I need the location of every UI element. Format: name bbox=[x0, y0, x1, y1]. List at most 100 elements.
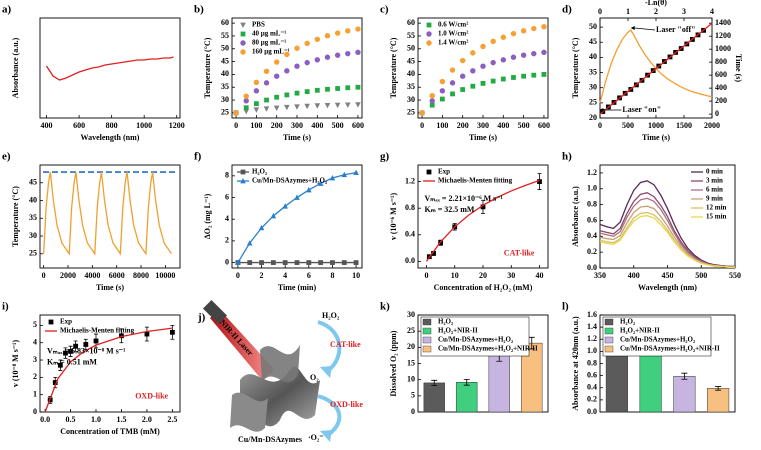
series-line bbox=[44, 327, 173, 413]
y-tick-label: 35 bbox=[407, 82, 415, 91]
marker bbox=[426, 169, 432, 175]
marker bbox=[460, 87, 466, 92]
marker bbox=[294, 90, 300, 96]
marker bbox=[240, 22, 246, 28]
marker bbox=[273, 59, 280, 65]
marker bbox=[144, 331, 150, 337]
marker bbox=[511, 75, 516, 80]
legend-label: 6 min bbox=[706, 186, 723, 194]
y-tick-label: 2 bbox=[33, 372, 37, 381]
marker bbox=[470, 83, 476, 89]
x-tick-label: 1500 bbox=[676, 121, 692, 130]
x-tick-label: 10000 bbox=[155, 271, 175, 280]
marker bbox=[355, 49, 361, 56]
legend-swatch bbox=[422, 327, 432, 335]
y-tick-label: 5 bbox=[411, 391, 415, 400]
x-tick-label: 2000 bbox=[704, 121, 720, 130]
x-tick-label: 6 bbox=[307, 271, 311, 280]
marker bbox=[431, 250, 436, 256]
marker bbox=[334, 52, 341, 58]
marker bbox=[273, 105, 280, 111]
nanosheet bbox=[230, 392, 268, 432]
legend-label: 40 μg mL⁻¹ bbox=[252, 30, 286, 38]
annotation: Laser "off" bbox=[656, 25, 696, 34]
x-tick-label: 1000 bbox=[136, 121, 152, 130]
x-tick-label: 300 bbox=[477, 121, 489, 130]
legend-label: 0.6 W/cm² bbox=[438, 21, 468, 29]
marker bbox=[282, 260, 288, 265]
x-tick-label: 1.0 bbox=[91, 415, 101, 424]
x-tick-label: 10 bbox=[451, 271, 459, 280]
y-tick-label: 8 bbox=[225, 171, 229, 180]
y-tick-label: 40 bbox=[407, 69, 415, 78]
y-tick-label: 60 bbox=[221, 18, 229, 27]
x-tick-label: 2000 bbox=[60, 271, 76, 280]
legend-label: 15 min bbox=[706, 213, 727, 221]
error-bar bbox=[431, 379, 438, 386]
marker bbox=[480, 204, 486, 210]
marker bbox=[330, 260, 335, 265]
marker bbox=[306, 186, 312, 193]
marker bbox=[282, 203, 288, 209]
y2-tick-label: 1400 bbox=[715, 18, 731, 27]
x2-tick-label: 1 bbox=[626, 7, 630, 16]
marker bbox=[240, 31, 246, 37]
annotation: Vₘₐₓ = 5.83×10⁻⁸ M s⁻¹ bbox=[47, 347, 126, 356]
x-axis-label: Wavelength (nm) bbox=[81, 133, 140, 142]
y-tick-label: 0.0 bbox=[587, 263, 597, 272]
x-tick-label: 500 bbox=[518, 121, 530, 130]
annotation: Kₘ = 0.51 mM bbox=[47, 357, 97, 366]
marker bbox=[510, 30, 517, 37]
marker bbox=[459, 73, 466, 79]
marker bbox=[450, 91, 455, 97]
y2-tick-label: 1000 bbox=[715, 44, 731, 53]
legend-label: Cu/Mn-DSAzymes+H₂O₂ bbox=[620, 336, 695, 344]
y-tick-label: 50 bbox=[221, 44, 229, 53]
legend-swatch bbox=[604, 318, 614, 326]
marker bbox=[273, 73, 280, 79]
marker bbox=[325, 86, 330, 92]
x2-tick-label: 4 bbox=[710, 7, 714, 16]
bar bbox=[456, 382, 478, 413]
y-tick-label: 45 bbox=[221, 56, 229, 65]
y-tick-label: 0.2 bbox=[587, 395, 597, 404]
series-line bbox=[599, 215, 735, 268]
diagram-j: j) NIR-II Laser H₂O₂ CAT-like O₂ OXD-lik… bbox=[197, 299, 363, 444]
marker bbox=[531, 25, 537, 32]
y-tick-label: 2 bbox=[225, 236, 229, 245]
x-tick-label: 0 bbox=[420, 121, 424, 130]
y-tick-label: 40 bbox=[29, 195, 37, 204]
x-tick-label: 500 bbox=[622, 121, 634, 130]
y-tick-label: 30 bbox=[221, 95, 229, 104]
plot-frame bbox=[39, 314, 181, 413]
plot-frame bbox=[39, 164, 181, 269]
marker bbox=[426, 40, 432, 46]
y2-tick-label: 400 bbox=[715, 83, 727, 92]
marker bbox=[521, 73, 527, 79]
y-tick-label: 0.6 bbox=[587, 370, 597, 379]
material-label: Cu/Mn-DSAzymes bbox=[238, 435, 302, 444]
annotation-arrow bbox=[634, 27, 656, 31]
y-tick-label: 55 bbox=[407, 31, 415, 40]
y-tick-label: 1.2 bbox=[587, 334, 597, 343]
marker bbox=[520, 28, 527, 34]
marker bbox=[480, 43, 486, 50]
marker bbox=[304, 40, 310, 47]
panel-label: b) bbox=[194, 4, 204, 16]
marker bbox=[263, 106, 270, 112]
y-axis-label: Temperature (°C) bbox=[11, 186, 20, 247]
marker bbox=[314, 57, 321, 63]
marker bbox=[253, 101, 259, 107]
annotation: OXD-like bbox=[135, 391, 168, 400]
marker bbox=[314, 103, 321, 109]
y-axis-label: v (10⁻⁸ M s⁻¹) bbox=[11, 340, 20, 388]
x-tick-label: 20 bbox=[479, 271, 487, 280]
bar bbox=[423, 382, 445, 413]
y-tick-label: 25 bbox=[221, 108, 229, 117]
marker bbox=[57, 362, 63, 368]
bar bbox=[605, 347, 628, 413]
y-tick-label: 15 bbox=[407, 358, 415, 367]
marker bbox=[541, 24, 547, 30]
y-tick-label: 35 bbox=[589, 67, 597, 76]
